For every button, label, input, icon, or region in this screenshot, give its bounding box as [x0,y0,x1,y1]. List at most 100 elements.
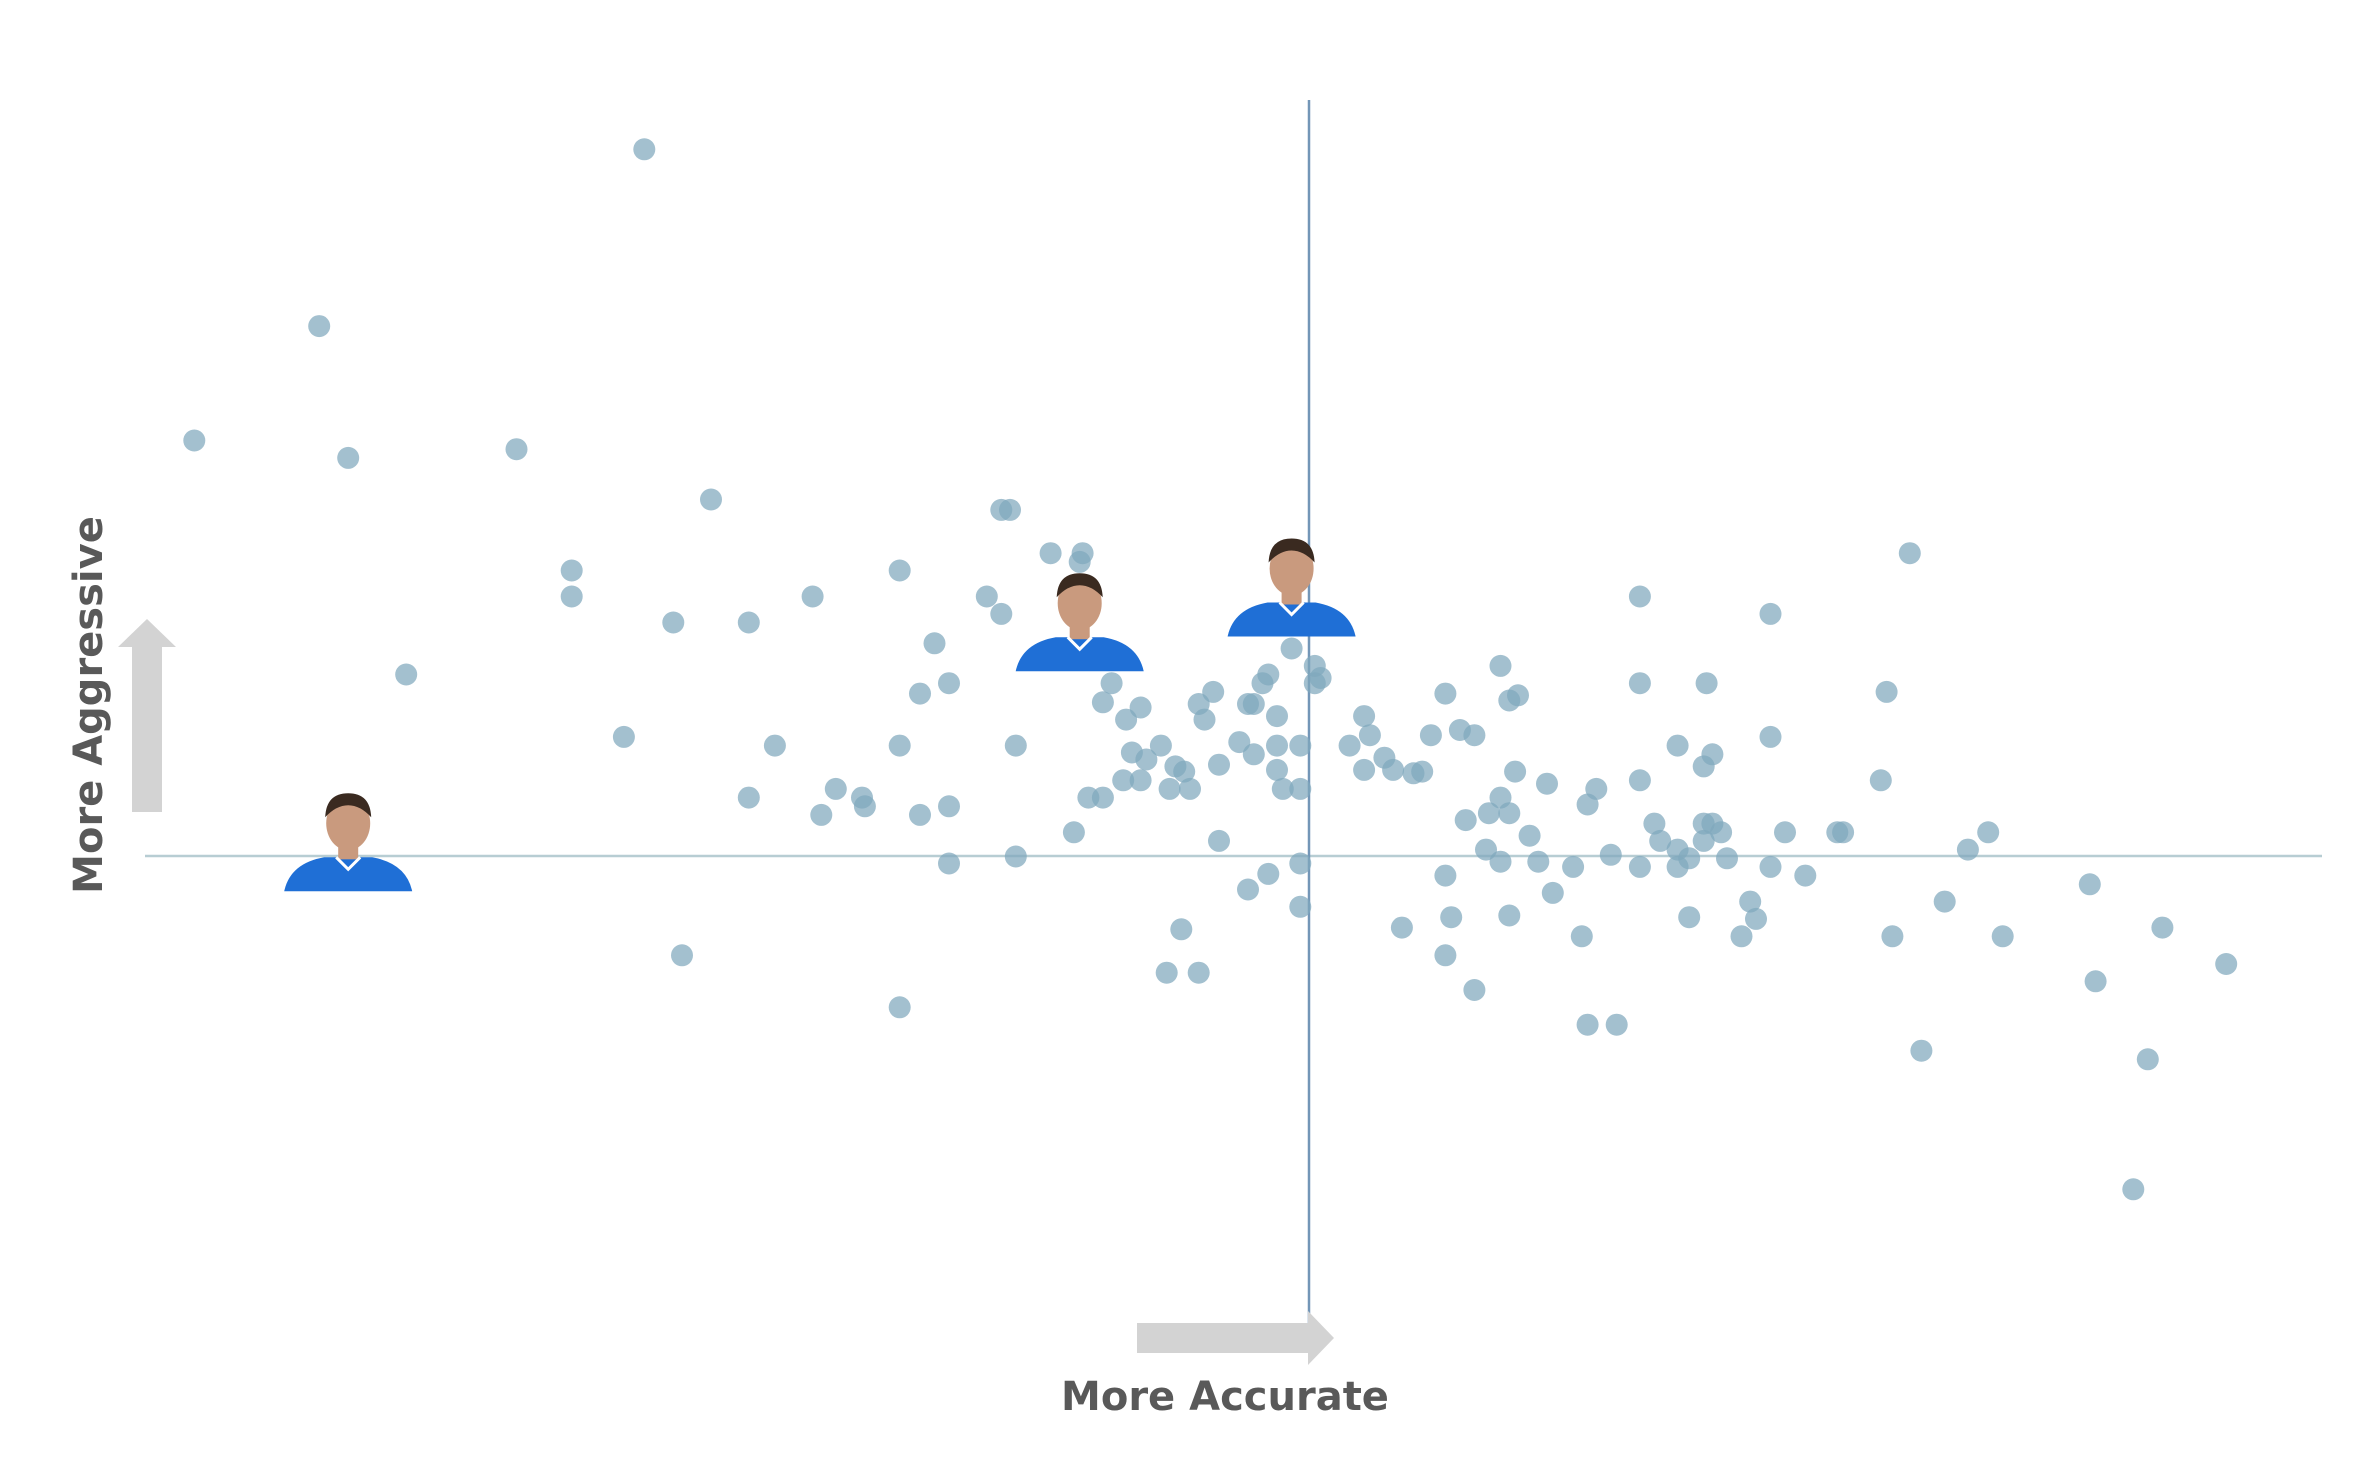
scatter-point [1039,542,1062,565]
scatter-point [1242,743,1265,766]
scatter-point [1628,855,1651,878]
scatter-point [1149,734,1172,757]
scatter-point [337,446,360,469]
scatter-point [801,585,824,608]
scatter-point [1266,705,1288,728]
scatter-point [909,803,931,826]
scatter-point [1832,821,1855,844]
scatter-point [1390,916,1413,939]
scatter-point [1910,1039,1933,1062]
scatter-point [1739,890,1762,913]
scatter-point [1112,769,1135,792]
scatter-point [1419,724,1442,747]
scatter-point [671,944,693,967]
scatter-point [1251,672,1274,695]
scatter-point [909,682,931,705]
scatter-point [1187,961,1210,984]
scatter-point [1599,843,1622,866]
scatter-point [1289,895,1312,918]
scatter-point [1411,760,1434,783]
scatter-point [2084,970,2107,993]
scatter-point [662,611,685,634]
right-arrow-icon [1137,1311,1334,1365]
scatter-point [505,438,528,461]
scatter-point [888,996,911,1019]
scatter-point [1271,777,1294,800]
scatter-point [1463,979,1486,1001]
scatter-point [1710,821,1733,844]
scatter-point [1956,838,1979,861]
scatter-point [1745,907,1767,930]
scatter-point [1179,777,1201,800]
player-photo-icon [1015,573,1144,672]
scatter-point [1666,734,1689,757]
scatter-point [923,632,946,655]
scatter-point [1155,961,1178,984]
scatter-point [1898,542,1921,565]
scatter-point [2215,953,2238,975]
scatter-point [183,429,206,452]
scatter-point [1695,672,1718,695]
scatter-point [1489,850,1512,873]
scatter-point [1498,802,1521,825]
scatter-point [1004,845,1027,868]
scatter-point [1562,855,1585,878]
scatter-point [1237,878,1259,901]
scatter-point [1289,734,1312,757]
scatter-point [2078,873,2101,896]
scatter-point [1628,672,1651,695]
scatter-point [1869,769,1892,792]
scatter-point [1135,748,1158,771]
scatter-point [1077,786,1100,809]
scatter-point [1242,693,1265,715]
scatter-point [1991,925,2014,948]
scatter-point [1759,855,1782,878]
scatter-point [1434,864,1457,887]
scatter-point [938,852,960,875]
scatter-point [737,786,760,809]
scatter-point [1716,847,1738,870]
scatter-point [1062,821,1085,844]
face-shape [326,796,371,851]
scatter-point [1759,725,1782,748]
scatter-point [1628,769,1651,792]
hair-shape [1268,538,1315,563]
scatter-point [2136,1048,2159,1071]
scatter-point [1353,705,1376,728]
scatter-point [990,602,1013,625]
scatter-point [395,663,418,686]
jersey-shape [1227,602,1356,637]
scatter-point [1527,850,1550,873]
scatter-point [560,585,583,608]
scatter-point [1382,758,1405,781]
scatter-point [1489,654,1512,677]
scatter-point [1977,821,2000,844]
scatter-point [1678,906,1701,929]
x-axis-title: More Accurate [1061,1374,1389,1420]
collar-shape [1278,601,1305,617]
scatter-point [1068,550,1091,573]
scatter-point [763,734,786,757]
scatter-point [2122,1178,2145,1201]
scatter-point [1576,1013,1599,1036]
scatter-point [1434,682,1457,705]
scatter-point [1628,585,1651,608]
scatter-point [1309,667,1332,689]
scatter-point [1649,829,1672,852]
scatter-point [1605,1013,1628,1036]
scatter-point [999,498,1021,521]
scatter-point [888,559,911,582]
scatter-point [1701,743,1724,766]
scatter-point [1115,708,1138,731]
scatter-point [824,777,847,800]
scatter-point [888,734,911,757]
scatter-point [1477,802,1500,825]
scatter-point [1933,890,1956,913]
scatter-point [1257,862,1280,885]
scatter-point [1129,696,1152,719]
scatter-point [1643,812,1666,835]
jersey-shape [1015,637,1144,672]
scatter-point [1289,852,1312,875]
scatter-point [1463,724,1486,747]
